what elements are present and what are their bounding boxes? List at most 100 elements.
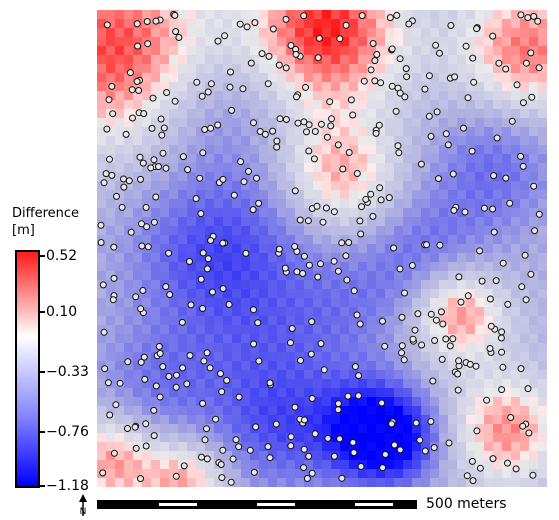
sample-point-marker (478, 277, 486, 285)
sample-point-marker (489, 205, 497, 213)
sample-point-marker (502, 174, 510, 182)
sample-point-marker (128, 86, 136, 94)
sample-point-marker (385, 194, 393, 202)
sample-point-marker (264, 80, 272, 88)
sample-point-marker (367, 190, 375, 198)
sample-point-marker (339, 165, 347, 173)
sample-point-marker (367, 66, 375, 74)
sample-point-marker (517, 152, 525, 160)
sample-point-marker (109, 110, 117, 118)
sample-point-marker (328, 115, 335, 123)
sample-point-marker (418, 341, 426, 349)
sample-point-marker (207, 124, 215, 132)
sample-point-marker (330, 257, 338, 265)
sample-point-marker (227, 68, 234, 76)
sample-point-marker (180, 462, 188, 470)
scale-label: 500 meters (426, 496, 507, 512)
scale-bar-segment (159, 503, 197, 506)
sample-point-marker (212, 415, 220, 423)
sample-point-marker (282, 116, 290, 123)
sample-point-marker (330, 208, 338, 216)
sample-point-marker (201, 126, 209, 133)
sample-point-marker (427, 418, 435, 425)
sample-point-marker (159, 363, 167, 371)
sample-point-marker (179, 153, 187, 161)
sample-point-marker (317, 120, 325, 128)
sample-point-marker (196, 174, 204, 182)
sample-point-marker (214, 37, 222, 45)
sample-point-marker (273, 143, 281, 151)
sample-point-marker (398, 313, 406, 321)
sample-point-marker (449, 335, 457, 343)
sample-point-marker (324, 434, 332, 442)
sample-point-marker (522, 296, 530, 304)
sample-point-marker (269, 127, 277, 135)
sample-point-marker (152, 17, 160, 25)
sample-point-marker (395, 149, 403, 157)
sample-point-marker (269, 25, 277, 33)
sample-point-marker (342, 252, 350, 260)
sample-point-marker (171, 11, 179, 19)
sample-point-marker (381, 342, 389, 350)
sample-point-marker (320, 366, 328, 374)
sample-point-marker (390, 244, 398, 252)
sample-point-marker (416, 436, 424, 444)
sample-point-marker (435, 175, 442, 183)
sample-point-marker (427, 132, 435, 140)
sample-point-marker (249, 206, 257, 214)
sample-point-marker (535, 210, 543, 218)
sample-point-marker (303, 475, 311, 482)
sample-point-marker (396, 89, 404, 97)
sample-point-marker (442, 335, 450, 343)
sample-point-marker (255, 357, 263, 365)
sample-point-marker (218, 388, 226, 396)
sample-point-marker (398, 349, 405, 357)
sample-point-marker (142, 420, 150, 428)
sample-point-marker (157, 115, 165, 123)
sample-point-marker (204, 255, 212, 263)
sample-point-marker (287, 433, 295, 441)
sample-point-marker (203, 349, 211, 357)
sample-point-marker (442, 130, 450, 138)
sample-point-marker (172, 383, 180, 391)
sample-point-marker (347, 96, 355, 104)
sample-point-marker (142, 442, 150, 450)
sample-point-marker (105, 96, 113, 104)
sample-point-marker (308, 395, 316, 402)
sample-point-marker (163, 89, 171, 96)
sample-point-marker (120, 183, 128, 191)
sample-point-marker (487, 322, 495, 330)
sample-point-marker (239, 85, 247, 93)
sample-point-marker (499, 259, 507, 267)
sample-point-marker (338, 474, 346, 482)
sample-point-marker (468, 457, 476, 465)
sample-point-marker (461, 208, 469, 216)
sample-point-marker (314, 273, 322, 281)
sample-point-marker (138, 220, 145, 228)
sample-point-marker (525, 429, 533, 437)
sample-point-marker (103, 125, 111, 133)
sample-point-marker (250, 119, 257, 127)
sample-point-marker (377, 196, 385, 204)
sample-point-marker (198, 92, 206, 100)
legend-tick-label: −0.76 (46, 424, 89, 440)
sample-point-marker (497, 334, 505, 342)
sample-point-marker (460, 124, 467, 132)
sample-point-marker (330, 452, 338, 460)
sample-point-marker (200, 357, 208, 365)
sample-point-marker (217, 370, 224, 378)
legend-tick-label: −0.33 (46, 364, 89, 380)
sample-point-marker (221, 32, 229, 40)
sample-point-marker (423, 241, 430, 249)
sample-point-marker (108, 171, 116, 179)
sample-point-marker (300, 252, 308, 260)
sample-point-marker (201, 436, 209, 444)
sample-point-marker (436, 49, 443, 57)
sample-point-marker (430, 444, 438, 452)
sample-point-marker (444, 141, 452, 149)
sample-point-marker (162, 164, 170, 172)
sample-point-marker (143, 223, 151, 231)
sample-point-marker (296, 216, 304, 224)
sample-point-marker (219, 239, 227, 247)
sample-point-marker (531, 227, 539, 235)
